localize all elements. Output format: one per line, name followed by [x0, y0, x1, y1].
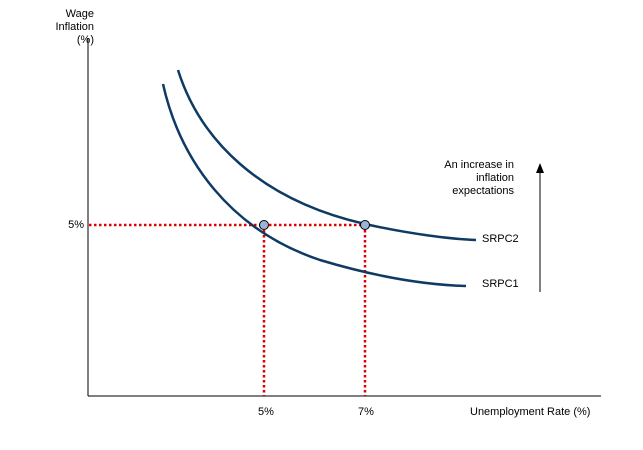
shift-annotation: An increase in inflation expectations — [444, 159, 514, 197]
point-5pct-unemployment — [259, 220, 269, 230]
x-tick-label-7pct: 7% — [358, 406, 374, 418]
y-axis-label: Wage Inflation (%) — [55, 8, 94, 46]
shift-arrow-head — [536, 163, 544, 173]
x-tick-label-5pct: 5% — [258, 406, 274, 418]
srpc2-label: SRPC2 — [482, 233, 519, 245]
y-tick-label: 5% — [68, 219, 84, 231]
srpc2-curve — [176, 69, 477, 242]
srpc1-curve — [161, 83, 467, 288]
x-axis-label: Unemployment Rate (%) — [470, 406, 591, 418]
srpc1-label: SRPC1 — [482, 278, 519, 290]
point-7pct-unemployment — [360, 220, 370, 230]
